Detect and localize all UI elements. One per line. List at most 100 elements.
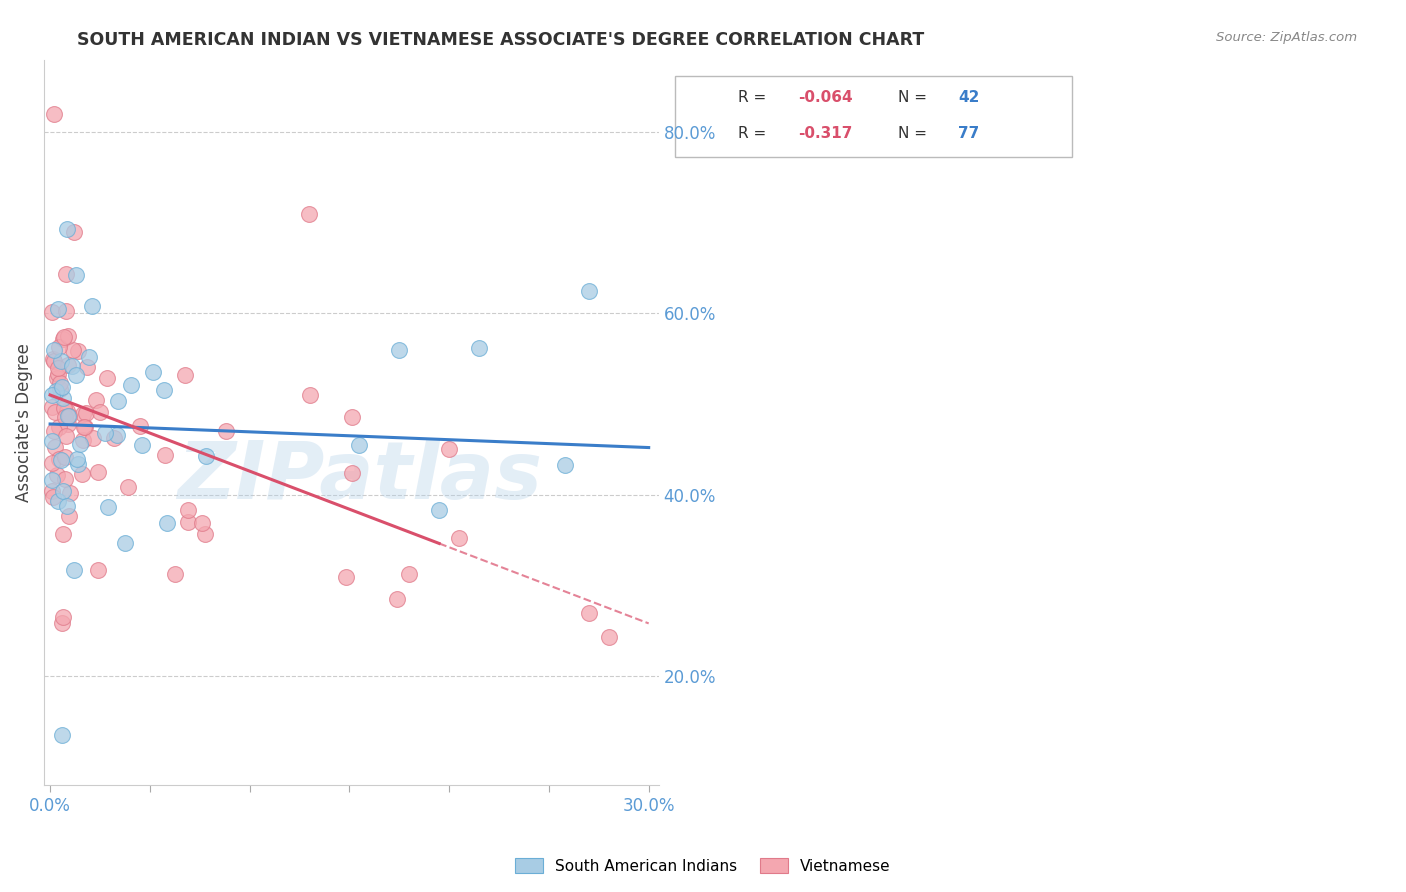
Point bbox=[120, 378, 142, 392]
Text: 42: 42 bbox=[957, 90, 980, 105]
Point bbox=[58, 509, 80, 524]
Point bbox=[114, 536, 136, 550]
Point bbox=[72, 467, 94, 482]
Point bbox=[46, 367, 69, 381]
Point bbox=[107, 393, 129, 408]
Point bbox=[578, 284, 600, 298]
Point bbox=[65, 268, 87, 282]
Point bbox=[87, 465, 110, 479]
Point bbox=[48, 420, 70, 434]
Point bbox=[56, 329, 79, 343]
Point bbox=[42, 107, 65, 121]
Point bbox=[42, 352, 65, 367]
Point bbox=[46, 301, 69, 316]
Point bbox=[49, 354, 72, 368]
Point bbox=[153, 448, 176, 462]
Point bbox=[55, 410, 77, 425]
Point bbox=[82, 431, 104, 445]
Point bbox=[56, 409, 79, 424]
Point bbox=[52, 609, 75, 624]
Point bbox=[117, 479, 139, 493]
Point bbox=[42, 425, 65, 439]
Point bbox=[97, 500, 120, 515]
Point bbox=[163, 567, 186, 582]
Point bbox=[69, 437, 91, 451]
Point bbox=[41, 387, 63, 401]
Point bbox=[62, 563, 84, 577]
Point bbox=[56, 417, 79, 432]
FancyBboxPatch shape bbox=[686, 123, 731, 145]
Point bbox=[72, 407, 94, 421]
Point bbox=[48, 382, 70, 396]
Point bbox=[128, 418, 150, 433]
Point bbox=[449, 531, 471, 545]
Legend: South American Indians, Vietnamese: South American Indians, Vietnamese bbox=[509, 852, 897, 880]
Point bbox=[41, 304, 63, 318]
Point bbox=[53, 401, 76, 416]
Point bbox=[66, 451, 89, 466]
Point bbox=[52, 330, 75, 344]
Point bbox=[103, 431, 125, 445]
Text: 77: 77 bbox=[957, 127, 979, 142]
Point bbox=[52, 332, 75, 346]
Text: N =: N = bbox=[898, 127, 932, 142]
Point bbox=[398, 566, 420, 581]
Point bbox=[41, 456, 63, 470]
Point bbox=[77, 350, 100, 364]
Point bbox=[55, 403, 77, 417]
Point bbox=[55, 303, 77, 318]
Text: R =: R = bbox=[738, 90, 772, 105]
Point bbox=[53, 450, 76, 465]
Point bbox=[94, 426, 117, 441]
Point bbox=[51, 380, 73, 394]
Point bbox=[82, 299, 104, 313]
FancyBboxPatch shape bbox=[675, 76, 1071, 157]
Point bbox=[194, 527, 217, 541]
Point bbox=[342, 409, 364, 424]
Point bbox=[44, 405, 66, 419]
Point bbox=[62, 225, 84, 239]
Text: ZIPatlas: ZIPatlas bbox=[177, 438, 541, 516]
Point bbox=[55, 267, 77, 281]
Point bbox=[58, 409, 80, 423]
Point bbox=[49, 376, 72, 391]
Text: SOUTH AMERICAN INDIAN VS VIETNAMESE ASSOCIATE'S DEGREE CORRELATION CHART: SOUTH AMERICAN INDIAN VS VIETNAMESE ASSO… bbox=[77, 31, 925, 49]
Point bbox=[41, 473, 63, 487]
Point bbox=[335, 570, 357, 584]
Point bbox=[59, 485, 82, 500]
Text: R =: R = bbox=[738, 127, 776, 142]
FancyBboxPatch shape bbox=[686, 87, 731, 109]
Point bbox=[84, 392, 107, 407]
Point bbox=[75, 406, 97, 420]
Point bbox=[52, 527, 75, 541]
Text: -0.317: -0.317 bbox=[799, 127, 852, 142]
Point bbox=[53, 472, 76, 486]
Point bbox=[52, 483, 75, 498]
Point bbox=[49, 453, 72, 467]
Point bbox=[215, 424, 238, 438]
Point bbox=[42, 343, 65, 358]
Point bbox=[52, 391, 75, 405]
Point bbox=[46, 493, 69, 508]
Point bbox=[437, 442, 460, 457]
Point bbox=[55, 499, 77, 513]
Point bbox=[388, 343, 411, 358]
Point bbox=[142, 365, 165, 379]
Point bbox=[598, 630, 620, 644]
Point bbox=[76, 360, 98, 375]
Point bbox=[51, 615, 73, 630]
Point bbox=[298, 207, 321, 221]
Text: -0.064: -0.064 bbox=[799, 90, 853, 105]
Point bbox=[578, 606, 600, 620]
Point bbox=[46, 361, 69, 376]
Point bbox=[86, 563, 108, 577]
Point bbox=[66, 343, 89, 358]
Point bbox=[44, 440, 66, 454]
Point bbox=[56, 359, 79, 373]
Point bbox=[105, 427, 128, 442]
Point bbox=[48, 452, 70, 467]
Point bbox=[191, 516, 214, 530]
Text: Source: ZipAtlas.com: Source: ZipAtlas.com bbox=[1216, 31, 1357, 45]
Point bbox=[42, 490, 65, 504]
Point bbox=[89, 404, 111, 418]
